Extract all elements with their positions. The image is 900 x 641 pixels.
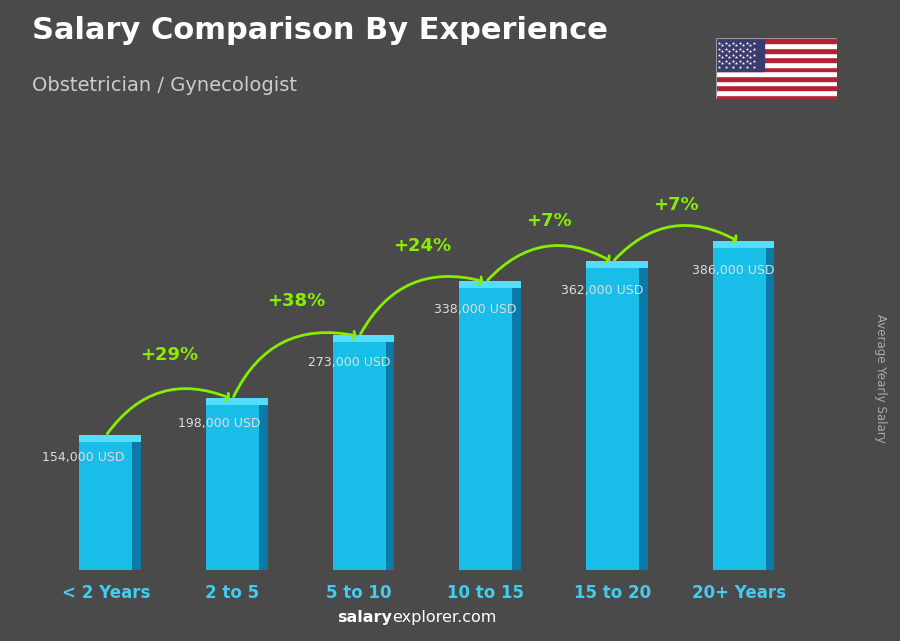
Bar <box>206 398 267 405</box>
Text: Salary Comparison By Experience: Salary Comparison By Experience <box>32 16 608 45</box>
Bar <box>459 288 512 570</box>
Bar <box>766 248 774 570</box>
Bar <box>716 57 837 62</box>
Bar <box>713 241 774 248</box>
Bar <box>716 81 837 85</box>
Text: explorer.com: explorer.com <box>392 610 497 625</box>
Bar <box>716 90 837 95</box>
Text: +24%: +24% <box>393 237 452 256</box>
Text: Obstetrician / Gynecologist: Obstetrician / Gynecologist <box>32 76 296 95</box>
Text: +7%: +7% <box>526 212 572 229</box>
Bar <box>713 248 766 570</box>
Text: 338,000 USD: 338,000 USD <box>435 303 517 316</box>
Text: 386,000 USD: 386,000 USD <box>692 264 774 277</box>
Bar <box>716 95 837 99</box>
Bar <box>716 67 837 71</box>
Text: 154,000 USD: 154,000 USD <box>41 451 124 464</box>
Bar <box>716 48 837 53</box>
Text: 362,000 USD: 362,000 USD <box>562 283 644 297</box>
Bar <box>259 405 267 570</box>
Bar <box>716 85 837 90</box>
Bar <box>386 342 394 570</box>
Bar <box>716 38 837 43</box>
Bar <box>512 288 521 570</box>
Bar <box>586 268 639 570</box>
Bar <box>332 335 394 342</box>
Bar <box>716 53 837 57</box>
Bar <box>206 405 259 570</box>
Bar <box>716 76 837 81</box>
Bar <box>639 268 648 570</box>
Bar <box>716 62 837 67</box>
Text: +7%: +7% <box>653 196 698 213</box>
Bar <box>332 342 386 570</box>
Text: Average Yearly Salary: Average Yearly Salary <box>874 314 886 442</box>
Text: 198,000 USD: 198,000 USD <box>178 417 261 429</box>
Bar <box>132 442 140 570</box>
Bar <box>79 435 140 442</box>
Text: salary: salary <box>337 610 392 625</box>
Text: 273,000 USD: 273,000 USD <box>308 356 391 369</box>
Bar <box>79 442 132 570</box>
Bar <box>716 38 764 71</box>
Bar <box>716 43 837 48</box>
Bar <box>459 281 521 288</box>
Text: +38%: +38% <box>266 292 325 310</box>
Bar <box>716 71 837 76</box>
Text: +29%: +29% <box>140 345 198 363</box>
Bar <box>586 261 648 268</box>
